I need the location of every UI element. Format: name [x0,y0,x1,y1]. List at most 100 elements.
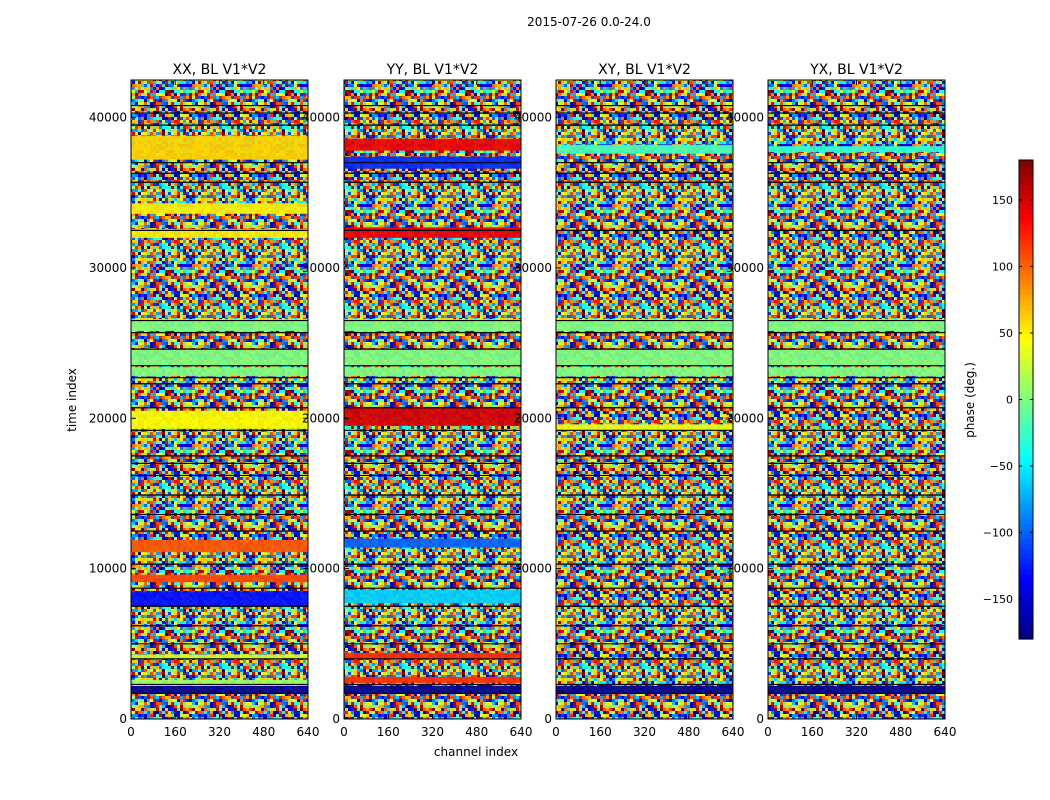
phase-band [131,574,308,583]
colorbar-segment [1019,354,1033,361]
colorbar-segment [1019,564,1033,570]
colorbar-segment [1019,449,1033,455]
colorbar-segment [1019,274,1033,281]
y-tick-label: 0 [756,712,764,726]
x-tick-label: 480 [677,725,700,739]
phase-band [131,410,308,429]
x-axis-label: channel index [434,745,518,759]
phase-band [556,349,733,366]
phase-band [131,679,308,686]
colorbar-segment [1019,524,1033,530]
colorbar-segment [1019,314,1033,321]
noise-background [768,80,945,719]
noise-background [556,80,733,719]
colorbar-segment [1019,534,1033,540]
colorbar-segment [1019,279,1033,286]
phase-band [131,203,308,214]
phase-band [556,685,733,694]
panel-title: XX, BL V1*V2 [173,62,267,78]
y-tick-label: 30000 [89,261,127,275]
x-tick-label: 480 [465,725,488,739]
colorbar-segment [1019,599,1033,605]
y-tick-label: 30000 [514,261,552,275]
colorbar-segment [1019,539,1033,545]
colorbar-tick-label: 50 [999,327,1013,340]
colorbar-segment [1019,439,1033,446]
x-tick-label: 640 [297,725,320,739]
colorbar-segment [1019,359,1033,366]
colorbar-segment [1019,364,1033,371]
y-tick-label: 20000 [514,411,552,425]
colorbar-segment [1019,174,1033,181]
phase-band [768,685,945,694]
phase-band [344,407,521,426]
y-tick-label: 10000 [726,562,764,576]
phase-band [556,424,733,431]
panel-title: YY, BL V1*V2 [386,62,479,78]
colorbar-segment [1019,594,1033,600]
x-tick-label: 480 [252,725,275,739]
colorbar-segment [1019,259,1033,266]
colorbar-segment [1019,379,1033,386]
panel-2: YY, BL V1*V2 0 10000 20000 30000 40000 0 160 320… [302,62,533,739]
x-tick-label: 160 [801,725,824,739]
x-tick-label: 320 [208,725,231,739]
x-tick-label: 0 [764,725,772,739]
colorbar-tick-label: 150 [992,194,1013,207]
colorbar-segment [1019,374,1033,381]
colorbar-tick-label: 0 [1006,394,1013,407]
phase-band [344,138,521,151]
colorbar-segment [1019,229,1033,236]
colorbar-segment [1019,609,1033,615]
colorbar-segment [1019,399,1033,406]
phase-band [344,589,521,604]
colorbar-segment [1019,634,1033,640]
colorbar-segment [1019,604,1033,610]
colorbar-segment [1019,589,1033,595]
phase-band [768,349,945,366]
phase-band [131,685,308,694]
colorbar-segment [1019,334,1033,341]
colorbar-segment [1019,254,1033,261]
colorbar-segment [1019,239,1033,246]
colorbar-segment [1019,289,1033,296]
colorbar-segment [1019,489,1033,495]
x-tick-label: 640 [510,725,533,739]
colorbar-segment [1019,479,1033,485]
figure-title: 2015-07-26 0.0-24.0 [527,15,651,29]
colorbar-segment [1019,514,1033,520]
colorbar-segment [1019,569,1033,575]
colorbar-segment [1019,349,1033,356]
colorbar-segment [1019,319,1033,326]
colorbar-segment [1019,294,1033,301]
colorbar-segment [1019,559,1033,565]
colorbar-segment [1019,204,1033,211]
colorbar-segment [1019,160,1033,166]
colorbar-segment [1019,459,1033,465]
colorbar-segment [1019,249,1033,256]
colorbar-segment [1019,619,1033,625]
y-tick-label: 20000 [89,411,127,425]
colorbar-segment [1019,344,1033,351]
phase-band [344,367,521,377]
phase-band [131,591,308,607]
colorbar-segment [1019,369,1033,376]
panel-3: XY, BL V1*V2 0 10000 20000 30000 40000 0 160 320… [514,62,745,739]
y-tick-label: 10000 [89,562,127,576]
colorbar-segment [1019,434,1033,441]
phase-band [768,319,945,332]
colorbar: 150 100 50 0 −50 −100 −150 [983,159,1034,640]
x-tick-label: 640 [934,725,957,739]
colorbar-segment [1019,184,1033,191]
colorbar-segment [1019,624,1033,630]
phase-band [131,228,308,238]
noise-background [344,80,521,719]
y-tick-label: 0 [544,712,552,726]
x-tick-label: 0 [127,725,135,739]
colorbar-segment [1019,384,1033,391]
colorbar-segment [1019,214,1033,221]
colorbar-segment [1019,474,1033,480]
colorbar-segment [1019,509,1033,515]
colorbar-segment [1019,199,1033,206]
